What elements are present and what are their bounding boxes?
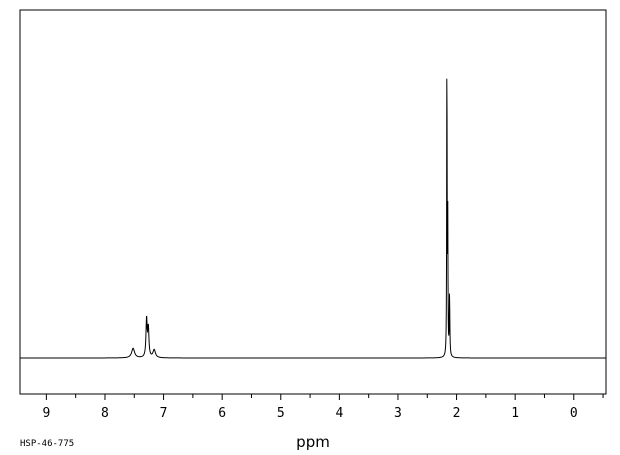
x-tick-label: 6 [218, 406, 226, 421]
x-tick-label: 7 [160, 406, 168, 421]
spectrum-line [20, 78, 606, 359]
x-axis-title: ppm [296, 433, 330, 451]
x-tick-label: 8 [101, 406, 109, 421]
spectrum-code-label: HSP-46-775 [20, 439, 74, 449]
plot-frame [19, 9, 607, 395]
x-axis-ticks: 9 8 7 6 5 4 3 2 1 0 [42, 394, 604, 421]
x-tick-label: 1 [511, 406, 519, 421]
x-tick-label: 4 [335, 406, 343, 421]
x-tick-label: 2 [453, 406, 461, 421]
x-tick-label: 5 [277, 406, 285, 421]
x-tick-label: 9 [42, 406, 50, 421]
x-tick-label: 3 [394, 406, 402, 421]
x-tick-label: 0 [570, 406, 578, 421]
